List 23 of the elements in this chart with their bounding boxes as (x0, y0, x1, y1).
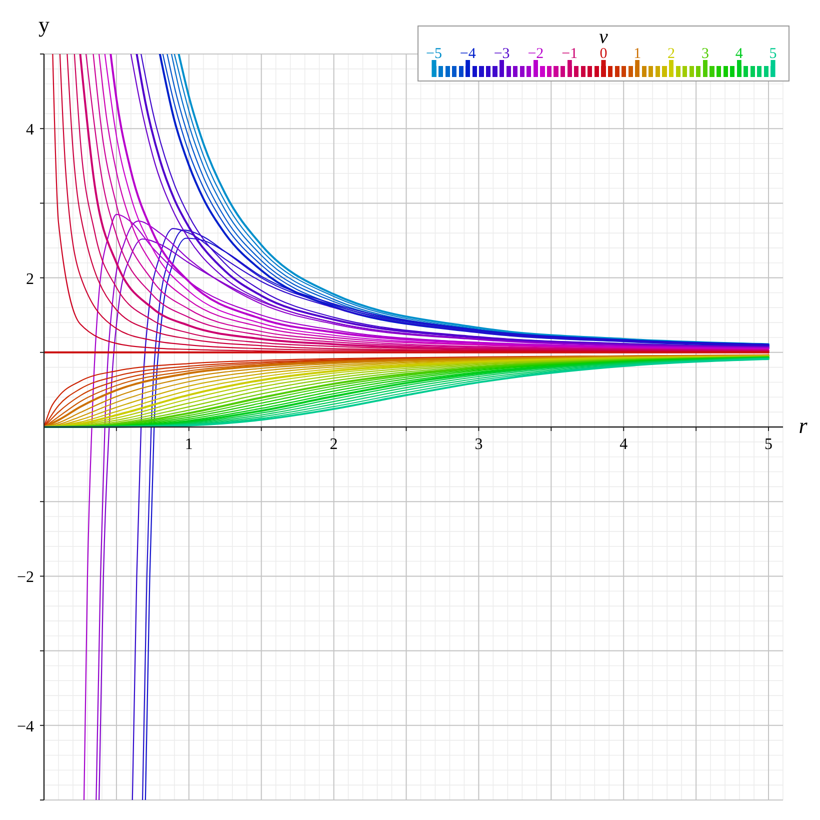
legend-label: −1 (562, 46, 578, 62)
legend-label: 0 (600, 46, 608, 62)
y-axis-title: y (38, 12, 50, 37)
legend-label: 4 (735, 46, 744, 62)
legend-label: −4 (460, 46, 476, 62)
text: −5 (426, 46, 442, 62)
x-tick-label: 2 (330, 436, 338, 453)
x-tick-label: 3 (474, 436, 483, 453)
x-tick-label: 1 (184, 436, 193, 453)
y-tick-label: −4 (16, 718, 34, 736)
legend-label: 1 (634, 46, 642, 62)
legend-label: 5 (769, 46, 777, 62)
y-tick-label: 4 (26, 122, 34, 139)
legend-title: ν (599, 26, 608, 48)
x-tick-label: 4 (620, 436, 628, 453)
legend-label: 3 (701, 46, 709, 62)
x-axis-title: r (798, 413, 808, 438)
legend-label: −3 (494, 46, 510, 62)
legend-label: 2 (668, 46, 676, 62)
legend-label: −2 (528, 46, 544, 62)
x-tick-label: 5 (764, 436, 773, 453)
y-tick-label: −2 (16, 569, 34, 586)
y-tick-label: 2 (26, 270, 34, 288)
